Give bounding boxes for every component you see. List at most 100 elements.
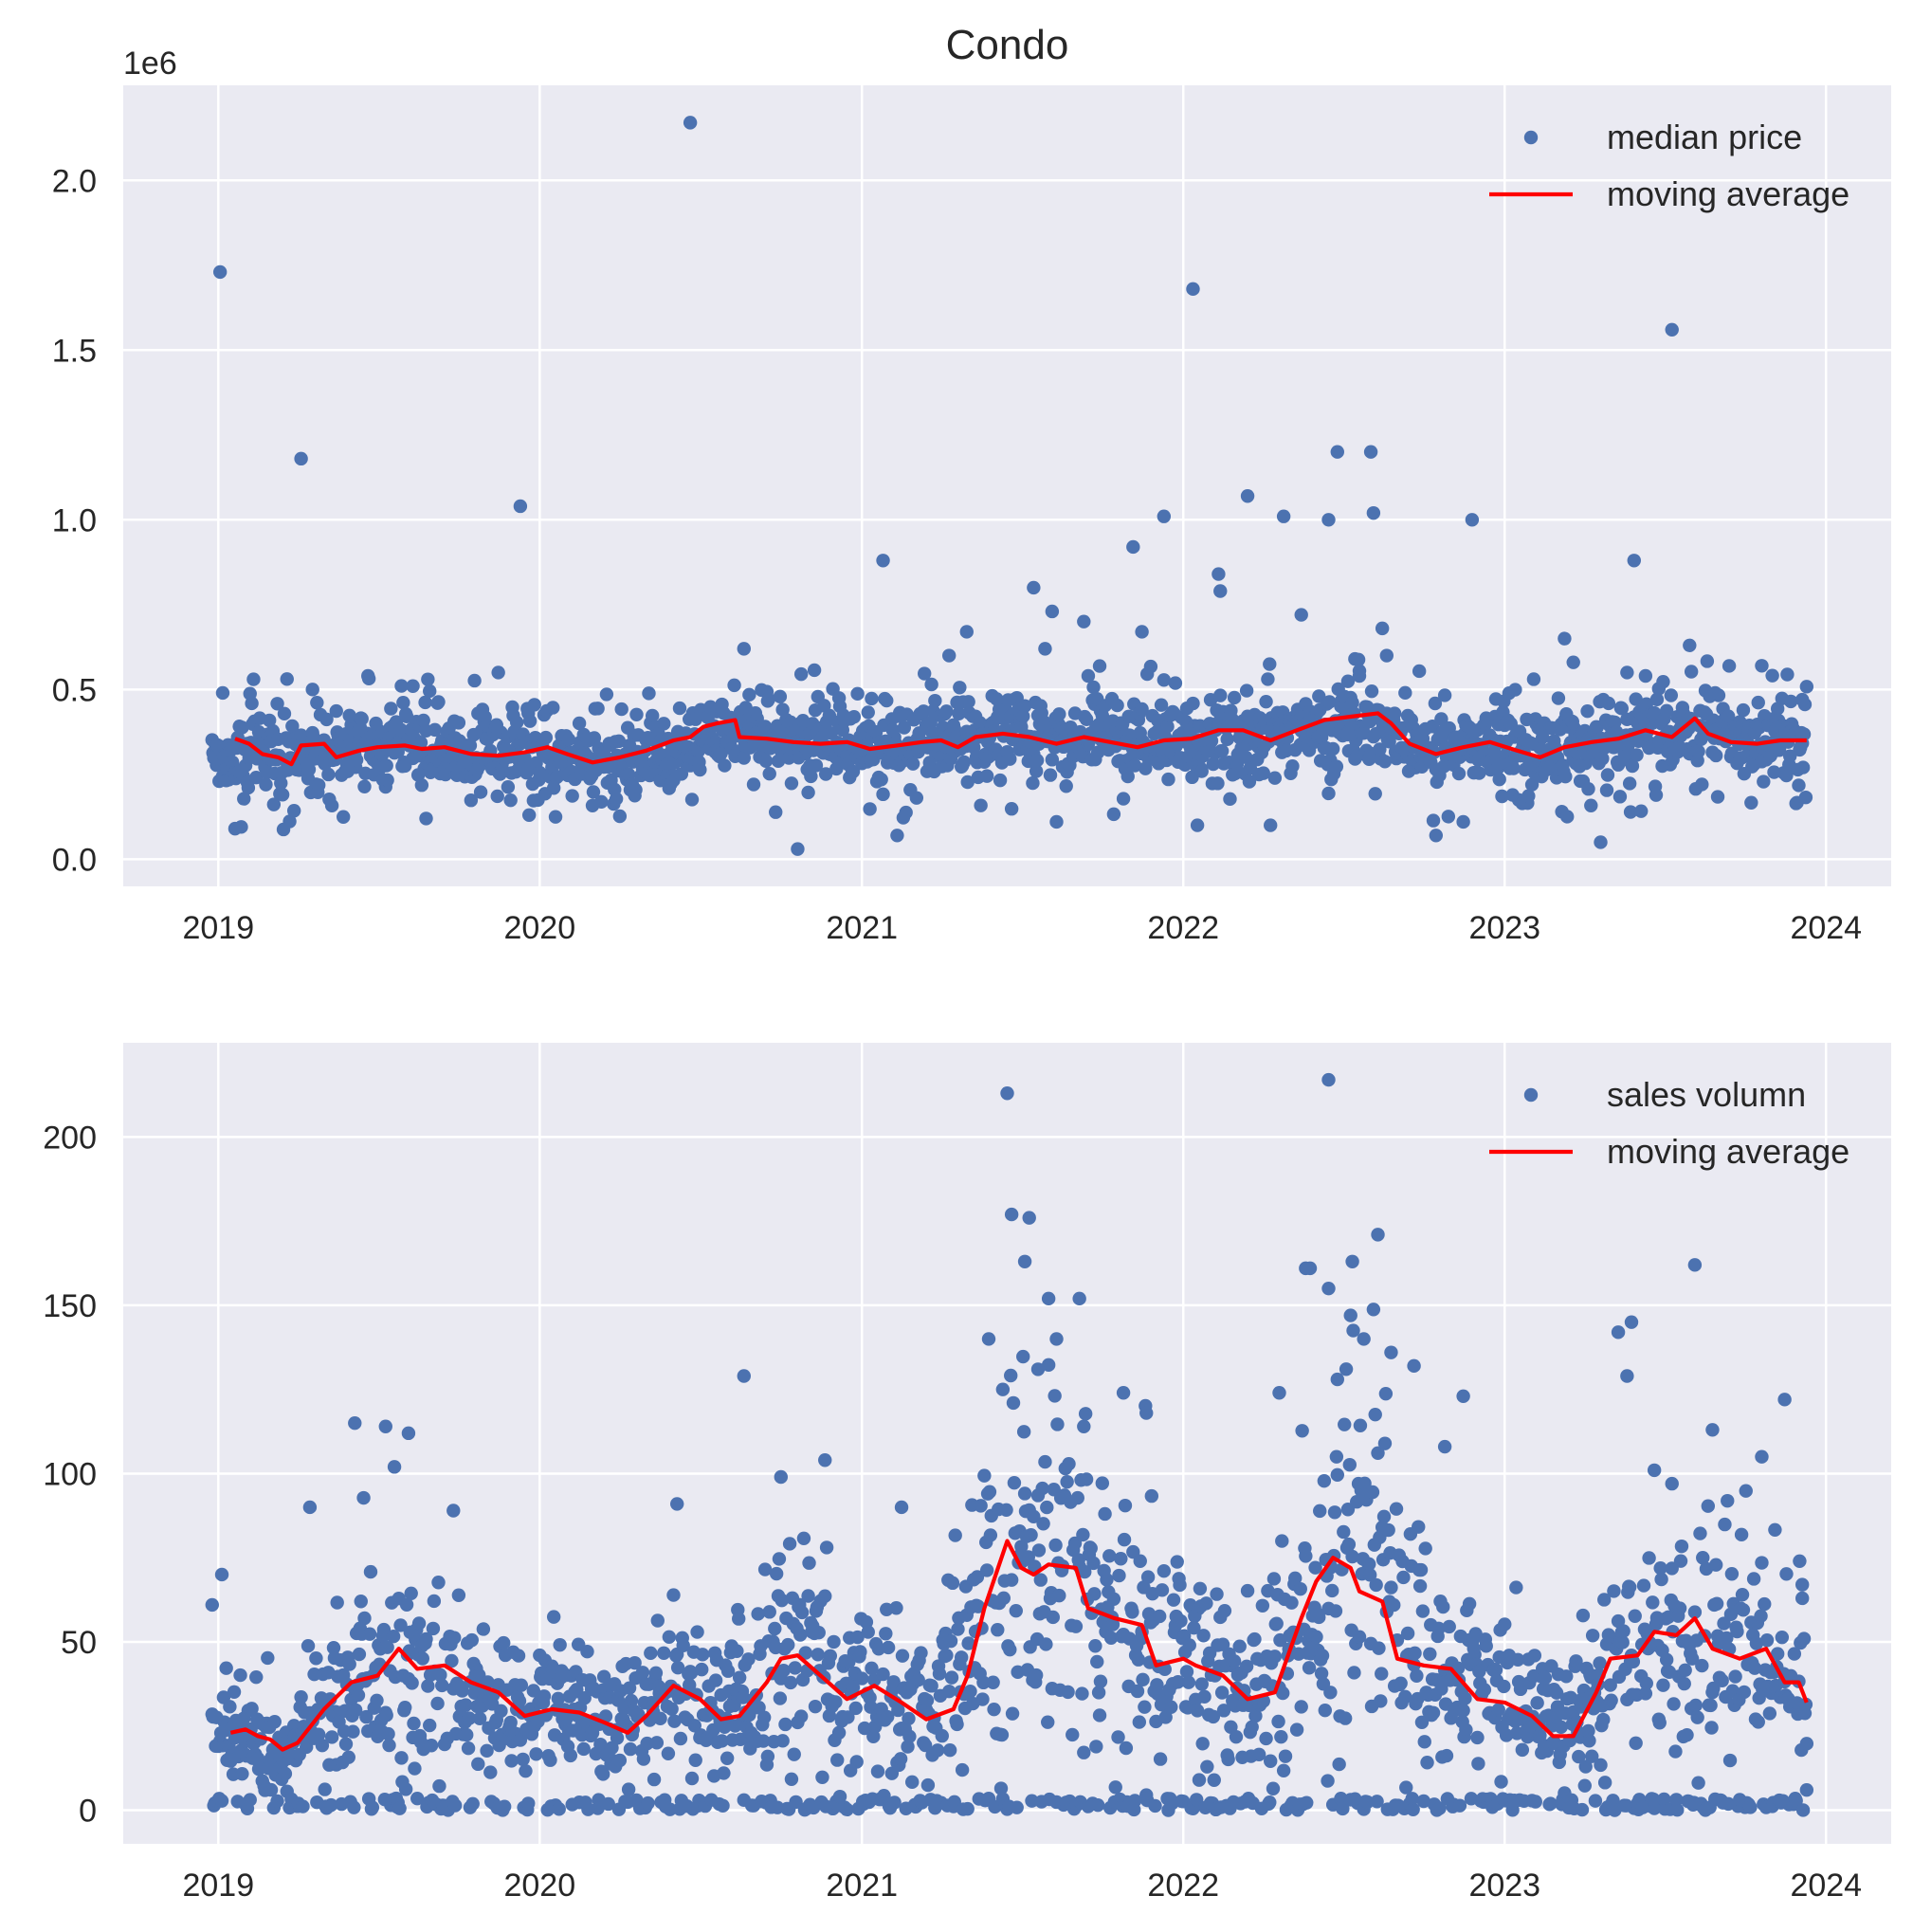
data-point (850, 1630, 865, 1645)
data-point (504, 1754, 519, 1768)
data-point (674, 767, 689, 781)
data-point (1625, 758, 1640, 774)
data-point (476, 1622, 491, 1636)
data-point (737, 1369, 751, 1383)
data-point (991, 1623, 1005, 1637)
data-point (1347, 1666, 1361, 1680)
data-point (546, 1610, 561, 1624)
data-point (1559, 1669, 1574, 1684)
data-point (1136, 1672, 1150, 1687)
data-point (1110, 698, 1124, 713)
data-point (1432, 1801, 1447, 1815)
data-point (1190, 1704, 1205, 1718)
data-point (612, 809, 628, 824)
data-point (1289, 1722, 1304, 1737)
data-point (1577, 1778, 1592, 1793)
data-point (384, 702, 398, 716)
data-point (382, 1738, 396, 1753)
y-tick-label: 0.5 (52, 672, 97, 708)
data-point (879, 1627, 893, 1641)
data-point (419, 811, 433, 826)
data-point (1558, 770, 1573, 784)
data-point (1029, 764, 1044, 778)
legend-label-scatter: sales volumn (1607, 1075, 1806, 1114)
data-point (730, 1644, 744, 1658)
data-point (286, 804, 301, 818)
data-point (1239, 683, 1254, 698)
data-point (942, 1685, 956, 1699)
data-point (386, 1629, 401, 1644)
data-point (909, 791, 924, 805)
data-point (392, 1801, 407, 1815)
data-point (1004, 1368, 1018, 1383)
data-point (1189, 1793, 1204, 1807)
data-point (1210, 1587, 1224, 1601)
x-tick-label: 2019 (182, 910, 254, 946)
data-point (1566, 655, 1580, 669)
data-point (611, 734, 627, 749)
data-point (1381, 1522, 1395, 1538)
data-point (546, 701, 560, 715)
data-point (1346, 1323, 1360, 1338)
data-point (1575, 1802, 1590, 1817)
data-point (781, 1637, 795, 1652)
data-point (1705, 1423, 1720, 1437)
data-point (228, 821, 243, 836)
data-point (1408, 1646, 1422, 1661)
data-point (918, 1738, 933, 1753)
data-point (394, 1751, 409, 1765)
data-point (1263, 1795, 1277, 1810)
data-point (1035, 1481, 1049, 1496)
data-point (1111, 1730, 1125, 1744)
data-point (1152, 1609, 1167, 1624)
data-point (1079, 1472, 1094, 1486)
data-point (1031, 1543, 1047, 1558)
data-point (1078, 1564, 1092, 1579)
data-point (970, 1570, 985, 1584)
data-point (1372, 1641, 1386, 1655)
data-point (1459, 1722, 1473, 1737)
data-point (1248, 1708, 1263, 1723)
data-point (241, 780, 256, 795)
data-point (223, 1700, 237, 1714)
data-point (1328, 1604, 1343, 1618)
data-point (904, 1775, 920, 1790)
data-point (1642, 1551, 1656, 1565)
data-point (227, 1685, 242, 1699)
data-point (1770, 702, 1785, 716)
x-tick-label: 2022 (1147, 910, 1219, 946)
data-point (1041, 1358, 1056, 1373)
data-point (670, 1497, 684, 1511)
data-point (494, 1704, 508, 1719)
data-point (1092, 659, 1107, 673)
data-point (451, 716, 466, 730)
data-point (818, 1453, 832, 1467)
data-point (1024, 1528, 1038, 1542)
data-point (1143, 659, 1158, 674)
data-point (995, 1382, 1011, 1396)
data-point (1127, 758, 1142, 773)
data-point (1036, 1517, 1050, 1531)
data-point (641, 1795, 655, 1811)
data-point (948, 1528, 962, 1542)
data-point (379, 1708, 393, 1722)
data-point (809, 758, 824, 773)
data-point (1417, 1735, 1431, 1749)
data-point (1724, 1567, 1740, 1581)
data-point (1336, 1801, 1350, 1816)
data-point (1777, 1393, 1792, 1407)
data-point (446, 1504, 461, 1518)
data-point (1366, 1303, 1381, 1317)
data-point (1521, 789, 1536, 803)
data-point (445, 1653, 459, 1668)
data-point (1396, 1570, 1411, 1585)
data-point (1659, 1652, 1674, 1668)
data-point (662, 1630, 677, 1644)
data-point (336, 810, 351, 824)
data-point (1622, 776, 1637, 791)
data-point (1090, 1654, 1104, 1669)
data-point (306, 730, 320, 744)
data-point (243, 1793, 257, 1807)
data-point (1284, 1595, 1299, 1610)
data-point (1687, 1605, 1703, 1619)
